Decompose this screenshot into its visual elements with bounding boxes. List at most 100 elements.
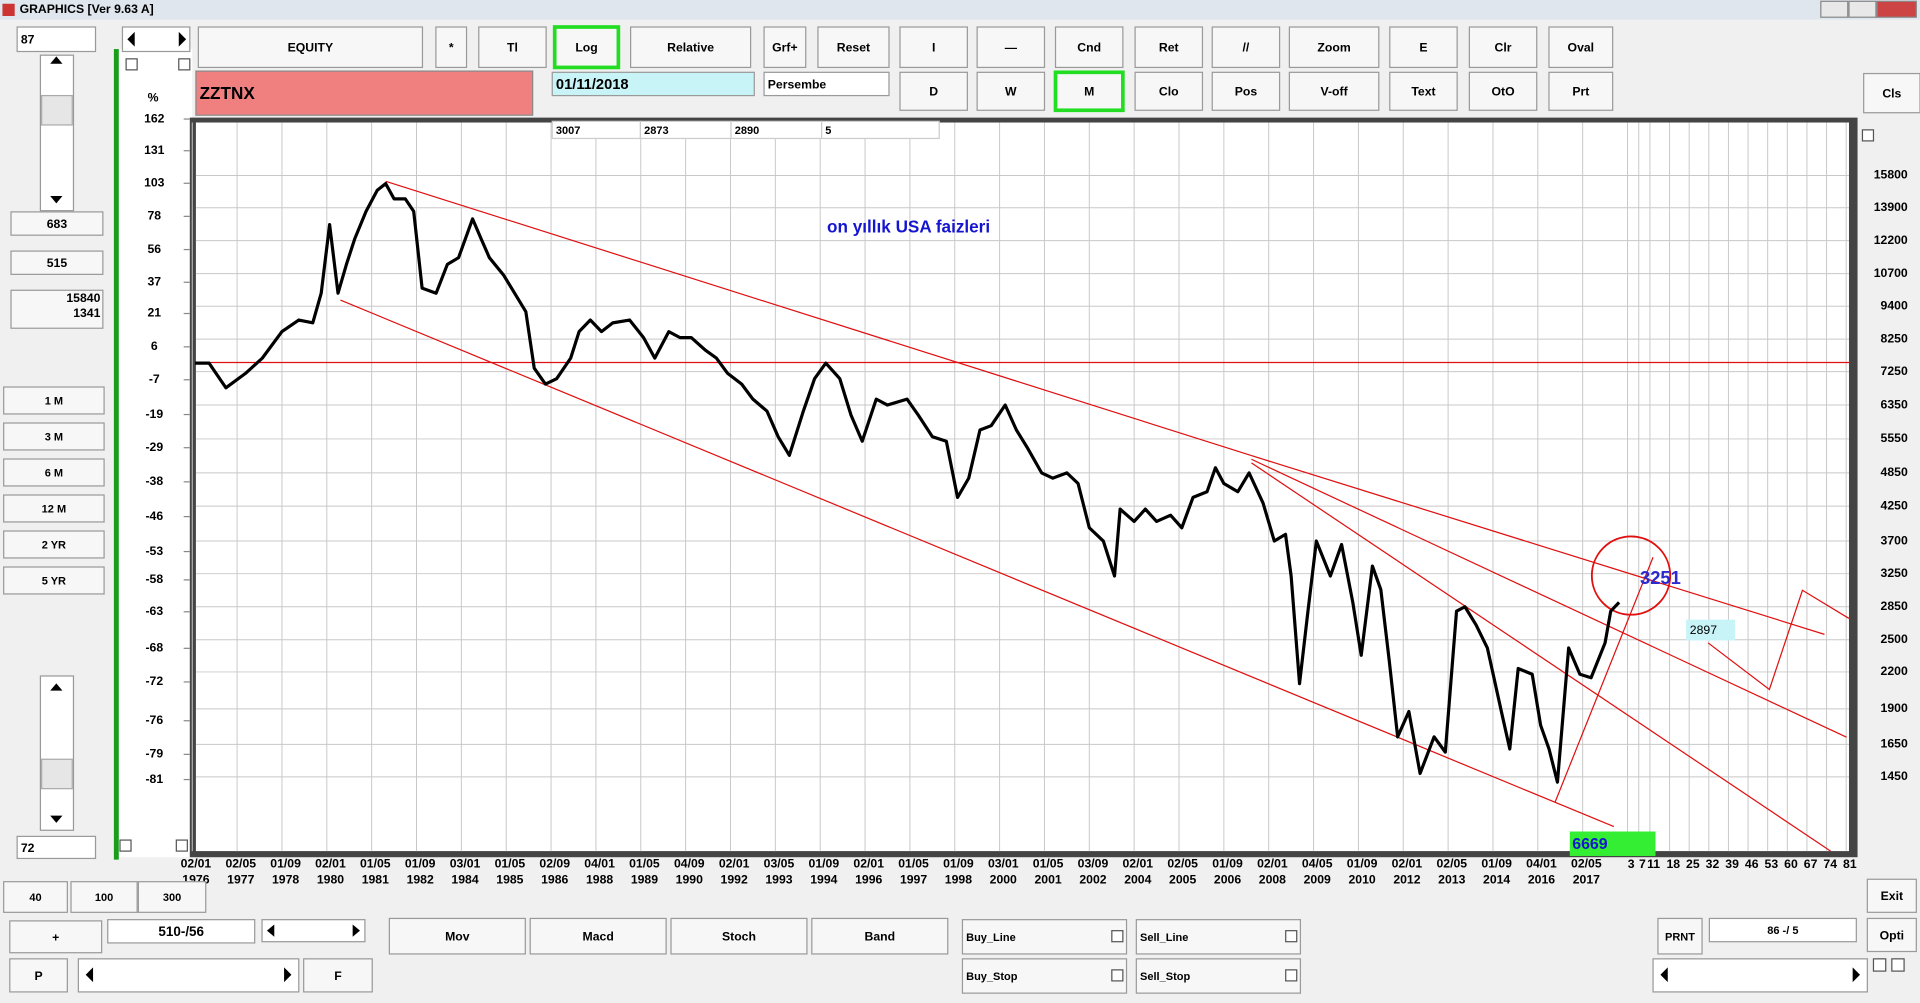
button[interactable]: EQUITY bbox=[197, 26, 424, 69]
button-face[interactable] bbox=[1134, 26, 1204, 69]
button-face[interactable] bbox=[3, 530, 105, 559]
button[interactable]: + bbox=[9, 920, 103, 954]
button[interactable]: E bbox=[1389, 26, 1458, 69]
button-face[interactable] bbox=[3, 494, 105, 523]
scrollbar[interactable] bbox=[1652, 958, 1868, 993]
button[interactable]: Log bbox=[552, 25, 621, 70]
scroll-arrow[interactable] bbox=[50, 815, 63, 823]
button[interactable]: W bbox=[976, 71, 1046, 111]
button[interactable]: Grf+ bbox=[763, 26, 807, 69]
button-face[interactable] bbox=[388, 917, 526, 955]
scrollbar-thumb[interactable] bbox=[41, 94, 73, 126]
button[interactable]: Sell_Line bbox=[1135, 919, 1302, 955]
button-face[interactable] bbox=[303, 958, 373, 993]
button-face[interactable] bbox=[670, 917, 808, 955]
button[interactable]: Buy_Stop bbox=[961, 958, 1128, 994]
button[interactable]: M bbox=[1053, 70, 1125, 113]
button[interactable]: 2 YR bbox=[3, 530, 105, 559]
button[interactable]: Sell_Stop bbox=[1135, 958, 1302, 994]
scrollbar[interactable] bbox=[39, 675, 75, 831]
button-face[interactable] bbox=[1657, 917, 1703, 955]
checkbox[interactable] bbox=[1872, 958, 1887, 972]
button[interactable]: — bbox=[976, 26, 1046, 69]
button[interactable]: 3 M bbox=[3, 422, 105, 451]
button-face[interactable] bbox=[9, 958, 68, 993]
button[interactable]: * bbox=[435, 26, 468, 69]
button-face[interactable] bbox=[961, 958, 1128, 994]
button-face[interactable] bbox=[1288, 71, 1380, 111]
button[interactable]: PRNT bbox=[1657, 917, 1703, 955]
button-face[interactable] bbox=[3, 881, 68, 913]
button-face[interactable] bbox=[1288, 26, 1380, 69]
button[interactable]: Reset bbox=[817, 26, 890, 69]
button-face[interactable] bbox=[1134, 71, 1204, 111]
button[interactable]: Tl bbox=[478, 26, 547, 69]
button[interactable]: Oval bbox=[1548, 26, 1614, 69]
checkbox[interactable] bbox=[1861, 129, 1875, 142]
button[interactable]: Text bbox=[1389, 71, 1458, 111]
button-face[interactable] bbox=[1389, 71, 1458, 111]
button[interactable]: Cnd bbox=[1054, 26, 1124, 69]
button[interactable]: Stoch bbox=[670, 917, 808, 955]
button-face[interactable] bbox=[976, 26, 1046, 69]
button-face[interactable] bbox=[1211, 26, 1281, 69]
button-face[interactable] bbox=[630, 26, 752, 69]
button-face[interactable] bbox=[3, 422, 105, 451]
button[interactable]: // bbox=[1211, 26, 1281, 69]
button-face[interactable] bbox=[478, 26, 547, 69]
button[interactable]: 100 bbox=[70, 881, 138, 913]
button-face[interactable] bbox=[1468, 26, 1538, 69]
button[interactable]: 300 bbox=[137, 881, 207, 913]
button-face[interactable] bbox=[1053, 70, 1125, 113]
button[interactable]: Cls bbox=[1863, 72, 1920, 114]
button-face[interactable] bbox=[70, 881, 138, 913]
button-face[interactable] bbox=[811, 917, 949, 955]
button-face[interactable] bbox=[763, 26, 807, 69]
button[interactable]: Opti bbox=[1866, 917, 1917, 953]
button-face[interactable] bbox=[3, 566, 105, 595]
button-face[interactable] bbox=[899, 26, 968, 69]
checkbox[interactable] bbox=[1111, 930, 1124, 943]
button[interactable]: Exit bbox=[1866, 878, 1917, 913]
button-face[interactable] bbox=[1468, 71, 1538, 111]
button[interactable]: 5 YR bbox=[3, 566, 105, 595]
button[interactable]: Buy_Line bbox=[961, 919, 1128, 955]
scrollbar[interactable] bbox=[261, 919, 366, 943]
button[interactable]: I bbox=[899, 26, 968, 69]
button-face[interactable] bbox=[435, 26, 468, 69]
checkbox[interactable] bbox=[125, 58, 138, 71]
close-button[interactable] bbox=[1876, 0, 1917, 18]
scroll-arrow[interactable] bbox=[50, 56, 63, 64]
button-face[interactable] bbox=[899, 71, 968, 111]
checkbox[interactable] bbox=[119, 839, 132, 852]
button[interactable]: V-off bbox=[1288, 71, 1380, 111]
scrollbar[interactable] bbox=[77, 958, 300, 993]
button-face[interactable] bbox=[817, 26, 890, 69]
button-face[interactable] bbox=[552, 25, 621, 70]
maximize-button[interactable] bbox=[1848, 0, 1877, 18]
checkbox[interactable] bbox=[1111, 969, 1124, 982]
button-face[interactable] bbox=[1866, 917, 1917, 953]
button-face[interactable] bbox=[137, 881, 207, 913]
button-face[interactable] bbox=[197, 26, 424, 69]
button-face[interactable] bbox=[976, 71, 1046, 111]
scrollbar-thumb[interactable] bbox=[41, 758, 73, 790]
button[interactable]: Mov bbox=[388, 917, 526, 955]
button-face[interactable] bbox=[1389, 26, 1458, 69]
button[interactable]: P bbox=[9, 958, 68, 993]
checkbox[interactable] bbox=[178, 58, 191, 71]
button[interactable]: Zoom bbox=[1288, 26, 1380, 69]
button[interactable]: Relative bbox=[630, 26, 752, 69]
checkbox[interactable] bbox=[1285, 930, 1298, 943]
button[interactable]: 6 M bbox=[3, 458, 105, 487]
button[interactable]: OtO bbox=[1468, 71, 1538, 111]
button-face[interactable] bbox=[1548, 71, 1614, 111]
button-face[interactable] bbox=[1548, 26, 1614, 69]
minimize-button[interactable] bbox=[1820, 0, 1849, 18]
button-face[interactable] bbox=[9, 920, 103, 954]
checkbox[interactable] bbox=[1285, 969, 1298, 982]
button-face[interactable] bbox=[961, 919, 1128, 955]
scroll-arrow[interactable] bbox=[50, 195, 63, 204]
button[interactable]: D bbox=[899, 71, 968, 111]
button[interactable]: Pos bbox=[1211, 71, 1281, 111]
